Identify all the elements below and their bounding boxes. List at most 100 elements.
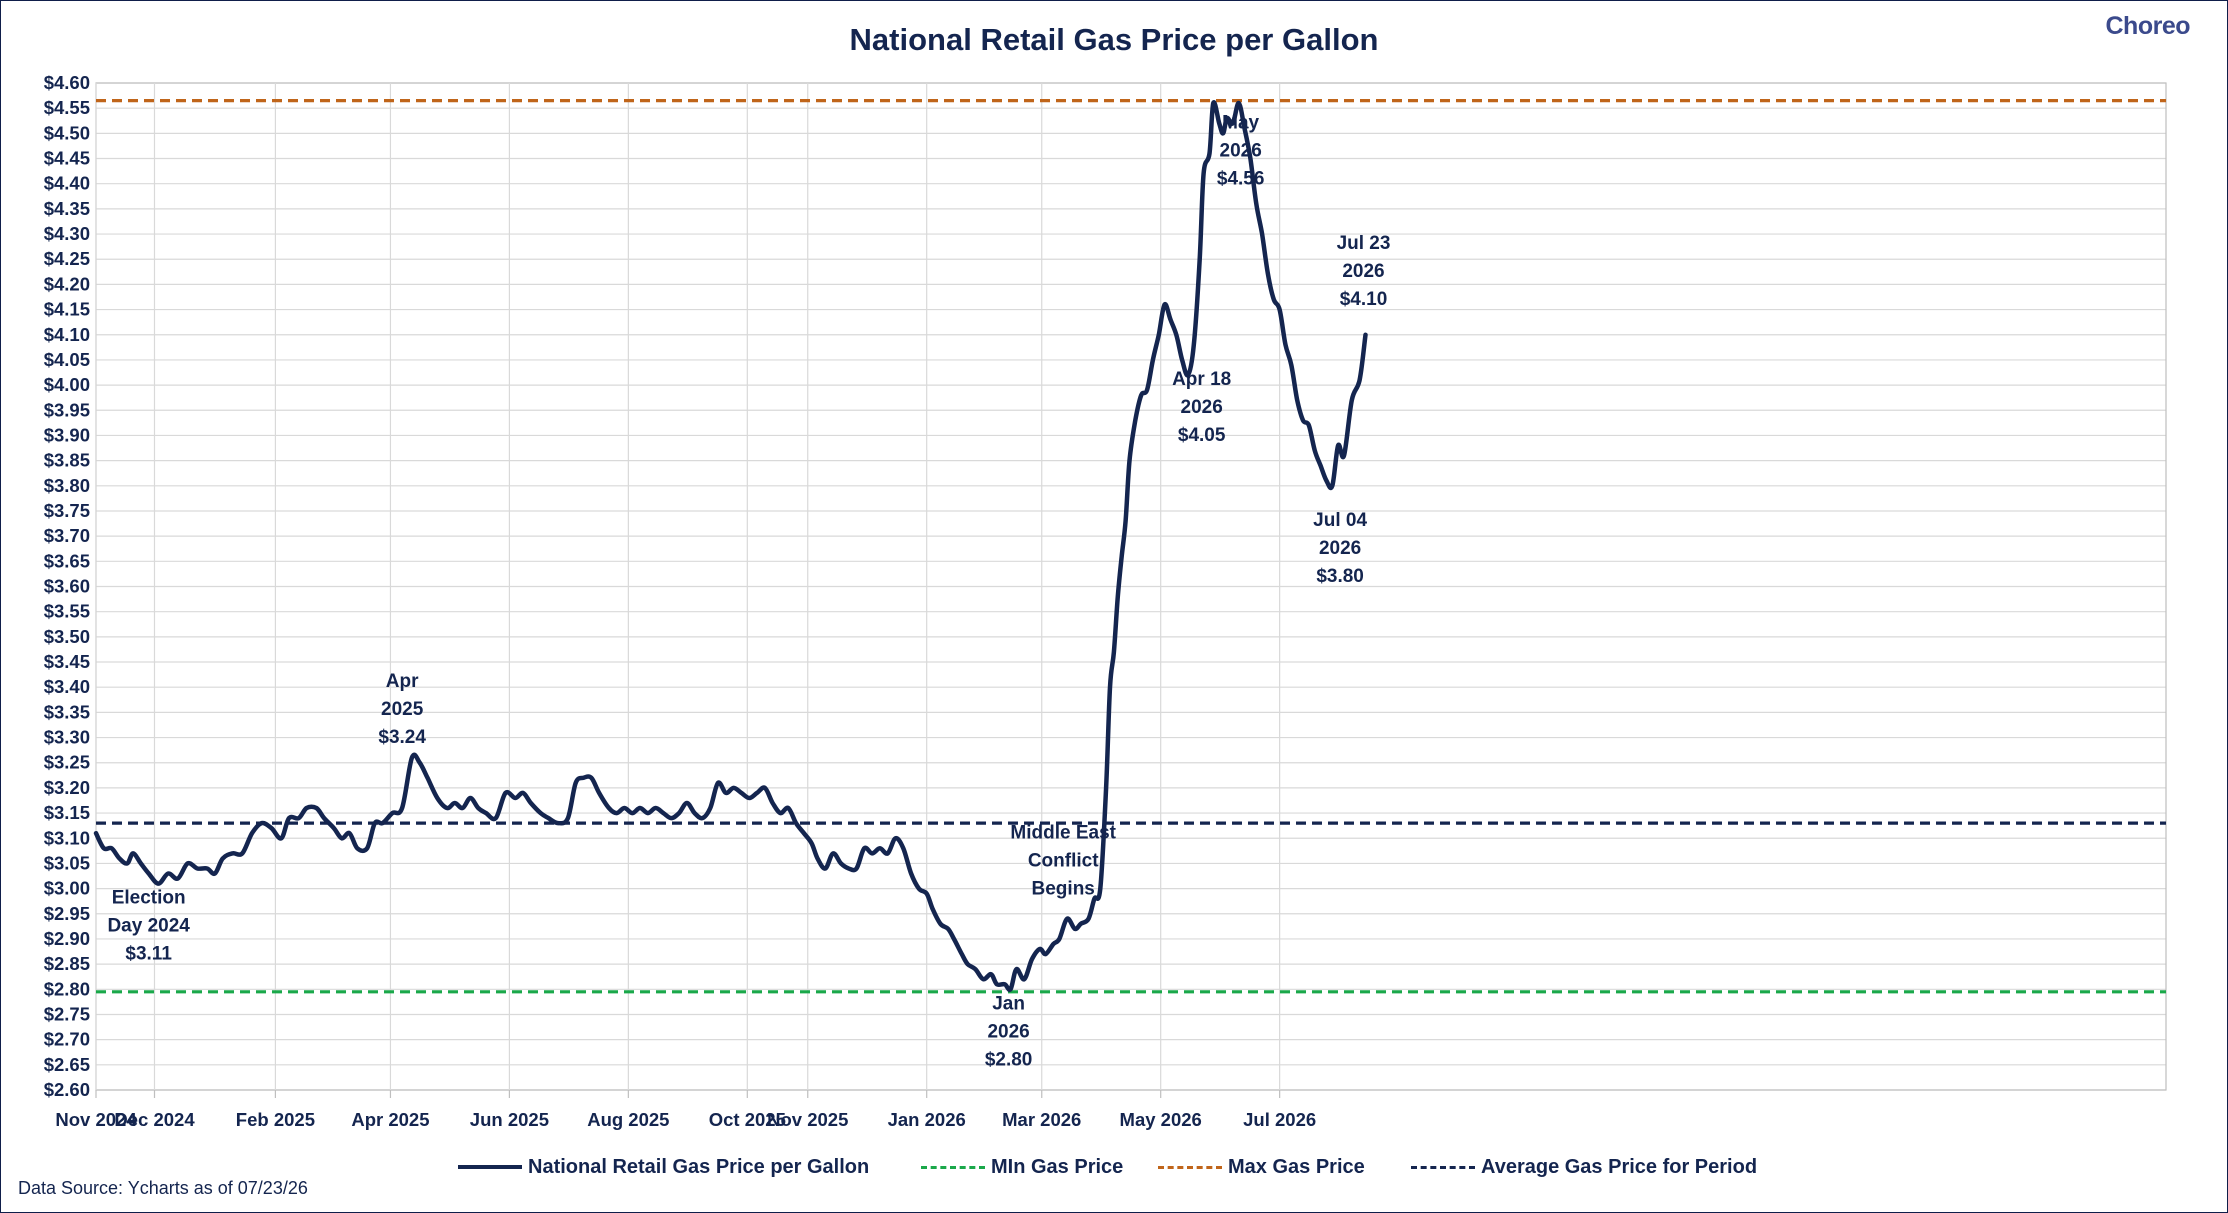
annotation-line: Middle East: [1010, 822, 1116, 843]
x-tick-label: Aug 2025: [587, 1109, 669, 1130]
legend-item-retail-price: National Retail Gas Price per Gallon: [458, 1152, 869, 1182]
legend-label-max-price: Max Gas Price: [1228, 1155, 1365, 1178]
x-tick-label: Feb 2025: [236, 1109, 315, 1130]
y-tick-label: $3.25: [44, 752, 90, 773]
annotation-line: $4.56: [1217, 168, 1265, 189]
legend-label-average-price: Average Gas Price for Period: [1481, 1155, 1758, 1178]
line-chart: $2.60 $2.65 $2.70 $2.75 $2.80 $2.85 $2.90 $2.95…: [44, 72, 2167, 1130]
y-tick-label: $2.60: [44, 1079, 90, 1100]
y-tick-label: $4.35: [44, 198, 90, 219]
x-tick-label: Jun 2025: [470, 1109, 549, 1130]
y-tick-label: $3.45: [44, 651, 90, 672]
x-tick-label: Jan 2026: [888, 1109, 966, 1130]
y-tick-label: $2.80: [44, 978, 90, 999]
y-tick-label: $4.00: [44, 374, 90, 395]
annotation-line: 2026: [1181, 397, 1223, 418]
legend-label-min-price: MIn Gas Price: [991, 1155, 1124, 1178]
annotation-label: Apr 18 2026 $4.05: [1172, 369, 1231, 446]
y-tick-label: $4.25: [44, 248, 90, 269]
brand-logo: Choreo: [2105, 12, 2191, 40]
annotation-line: 2026: [1342, 261, 1384, 282]
annotation-line: Apr 18: [1172, 369, 1231, 390]
y-tick-label: $2.70: [44, 1029, 90, 1050]
annotation-line: 2026: [1220, 140, 1262, 161]
y-tick-label: $2.95: [44, 903, 90, 924]
y-tick-label: $3.10: [44, 827, 90, 848]
y-tick-label: $3.50: [44, 626, 90, 647]
annotation-label: Jan 2026 $2.80: [985, 993, 1033, 1070]
x-tick-label: Nov 2024: [55, 1109, 137, 1130]
y-tick-label: $3.40: [44, 676, 90, 697]
legend-label-retail-price: National Retail Gas Price per Gallon: [528, 1155, 870, 1178]
annotation-line: Jul 23: [1337, 233, 1391, 254]
annotation-line: $3.24: [378, 727, 426, 748]
y-tick-label: $3.00: [44, 878, 90, 899]
y-tick-label: $4.20: [44, 273, 90, 294]
y-tick-label: $3.30: [44, 727, 90, 748]
y-tick-label: $3.75: [44, 500, 90, 521]
legend-swatch-min-price: [921, 1165, 985, 1169]
y-tick-label: $4.10: [44, 324, 90, 345]
annotation-label: Jul 23 2026 $4.10: [1337, 233, 1391, 310]
annotation-label: Apr 2025 $3.24: [378, 671, 426, 748]
annotation-line: Jan: [992, 993, 1025, 1014]
y-tick-label: $2.90: [44, 928, 90, 949]
legend-item-average-price: Average Gas Price for Period: [1411, 1152, 1757, 1182]
annotation-label: Jul 04 2026 $3.80: [1313, 510, 1367, 587]
y-tick-label: $4.40: [44, 173, 90, 194]
y-tick-label: $4.05: [44, 349, 90, 370]
x-tick-label: Dec 2024: [114, 1109, 195, 1130]
annotation-line: $3.80: [1316, 566, 1364, 587]
annotation-line: May: [1222, 112, 1259, 133]
y-tick-label: $3.80: [44, 475, 90, 496]
annotation-line: 2025: [381, 699, 424, 720]
y-tick-label: $4.50: [44, 122, 90, 143]
x-tick-label: Jul 2026: [1243, 1109, 1316, 1130]
annotation-line: $2.80: [985, 1049, 1033, 1070]
annotation-line: Jul 04: [1313, 510, 1367, 531]
annotation-line: Apr: [386, 671, 419, 692]
y-tick-label: $4.55: [44, 97, 90, 118]
annotation-line: Election: [112, 888, 186, 909]
x-tick-label: Mar 2026: [1002, 1109, 1081, 1130]
y-tick-label: $3.95: [44, 399, 90, 420]
x-tick-label: Nov 2025: [767, 1109, 848, 1130]
x-tick-label: May 2026: [1120, 1109, 1202, 1130]
annotation-line: $4.05: [1178, 425, 1226, 446]
y-tick-label: $4.30: [44, 223, 90, 244]
y-tick-label: $3.35: [44, 701, 90, 722]
y-tick-label: $3.55: [44, 601, 90, 622]
y-tick-label: $3.90: [44, 424, 90, 445]
annotation-label: May 2026 $4.56: [1217, 112, 1265, 189]
annotation-line: 2026: [987, 1021, 1029, 1042]
x-tick-label: Oct 2025: [709, 1109, 786, 1130]
annotation-label: Middle East Conflict Begins: [1010, 822, 1116, 899]
y-tick-label: $3.15: [44, 802, 90, 823]
annotation-line: Day 2024: [107, 916, 190, 937]
y-tick-label: $3.20: [44, 777, 90, 798]
y-tick-label: $4.45: [44, 148, 90, 169]
annotation-line: $4.10: [1340, 289, 1388, 310]
y-tick-label: $3.60: [44, 576, 90, 597]
chart-legend: National Retail Gas Price per Gallon MIn…: [0, 1152, 2228, 1182]
price-series-line: [93, 100, 1368, 993]
annotation-line: 2026: [1319, 538, 1361, 559]
y-tick-label: $4.60: [44, 72, 90, 93]
annotation-line: $3.11: [125, 944, 172, 965]
y-tick-label: $3.85: [44, 450, 90, 471]
annotation-label: Election Day 2024 $3.11: [107, 888, 190, 965]
y-tick-label: $4.15: [44, 299, 90, 320]
annotation-line: Begins: [1032, 878, 1095, 899]
annotation-line: Conflict: [1028, 850, 1099, 871]
legend-swatch-retail-price: [458, 1165, 522, 1169]
data-source-note: Data Source: Ycharts as of 07/23/26: [18, 1178, 308, 1198]
x-tick-label: Apr 2025: [351, 1109, 429, 1130]
y-tick-label: $3.65: [44, 550, 90, 571]
legend-item-max-price: Max Gas Price: [1158, 1152, 1365, 1182]
y-tick-label: $2.85: [44, 953, 90, 974]
chart-title: National Retail Gas Price per Gallon: [849, 22, 1379, 57]
y-tick-label: $3.05: [44, 852, 90, 873]
legend-swatch-average-price: [1411, 1165, 1475, 1169]
y-tick-label: $3.70: [44, 525, 90, 546]
